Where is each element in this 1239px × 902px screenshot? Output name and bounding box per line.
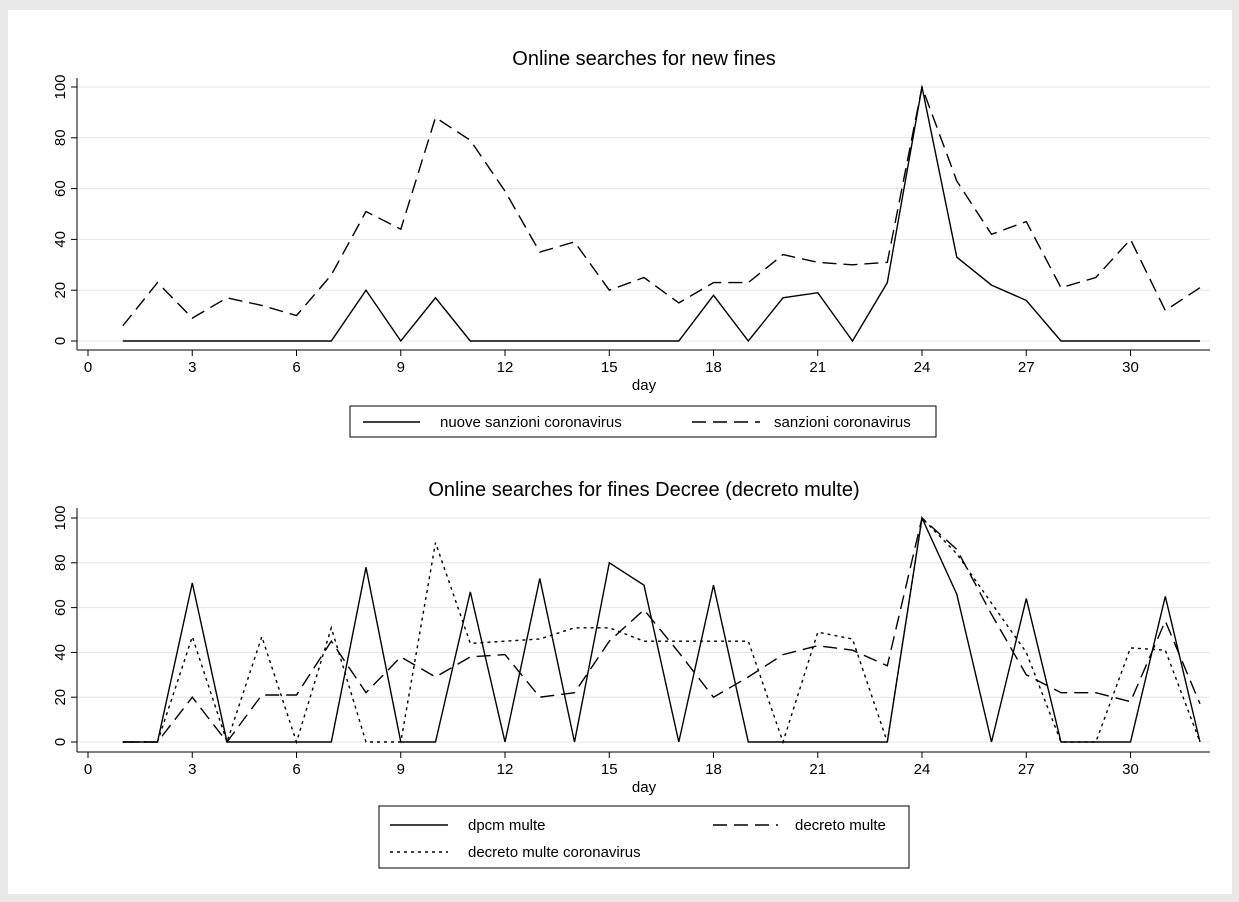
chart-1-x-tick-label-10: 30 [1122,359,1139,376]
chart-2-y-tick-label-2: 40 [52,644,69,661]
chart-2-grid [77,517,1210,743]
chart-1-legend-box [349,405,937,438]
chart-1-y-tick-label-3: 60 [52,180,69,197]
chart-1-x-tick-label-9: 27 [1018,359,1035,376]
chart-1-x-tick-label-5: 15 [601,359,618,376]
chart-2-title: Online searches for fines Decree (decret… [428,479,859,501]
chart-2-x-tick-label-6: 18 [705,761,722,778]
chart-2-y-tick-label-4: 80 [52,554,69,571]
chart-2-x-tick-label-1: 3 [188,761,196,778]
chart-1-grid [77,86,1210,342]
chart-2-y-ticks: 0 20 40 60 80 100 [52,505,77,746]
chart-1-y-tick-label-1: 20 [52,282,69,299]
chart-2-x-tick-label-2: 6 [292,761,300,778]
chart-2-legend-label-0: dpcm multe [468,817,546,834]
chart-1-series [122,84,1201,343]
chart-2-y-tick-label-5: 100 [52,505,69,530]
chart-1-legend-label-1: sanzioni coronavirus [774,414,911,431]
chart-2-x-tick-label-8: 24 [914,761,931,778]
chart-1-x-tick-label-7: 21 [809,359,826,376]
chart-2-x-tick-label-0: 0 [84,761,92,778]
chart-1: Online searches for new fines 0204060801… [52,48,1210,438]
chart-2-x-tick-label-10: 30 [1122,761,1139,778]
chart-1-x-tick-label-2: 6 [292,359,300,376]
chart-1-series-0-line [122,86,1200,343]
chart-1-y-ticks: 0 20 40 60 80 100 [52,74,77,345]
chart-1-x-tick-label-0: 0 [84,359,92,376]
chart-2-x-tick-label-3: 9 [397,761,405,778]
chart-1-title: Online searches for new fines [512,48,775,70]
chart-1-y-tick-label-0: 0 [52,337,69,345]
chart-1-x-tick-label-1: 3 [188,359,196,376]
chart-1-x-tick-label-6: 18 [705,359,722,376]
chart-1-x-axis-label: day [632,377,657,394]
chart-2-legend-box [378,805,910,869]
chart-1-x-tick-label-3: 9 [397,359,405,376]
chart-2-x-tick-label-4: 12 [497,761,514,778]
chart-1-y-tick-label-4: 80 [52,129,69,146]
chart-1-y-tick-label-2: 40 [52,231,69,248]
chart-1-x-tick-label-4: 12 [497,359,514,376]
chart-2-y-tick-label-3: 60 [52,599,69,616]
chart-2-x-tick-label-9: 27 [1018,761,1035,778]
chart-1-legend: nuove sanzioni coronavirus sanzioni coro… [349,405,937,438]
chart-2-series-2-line [122,516,1201,745]
chart-2-y-tick-label-1: 20 [52,689,69,706]
chart-2-legend-label-1: decreto multe [795,817,886,834]
chart-2-legend-label-2: decreto multe coronavirus [468,844,641,861]
chart-1-series-1-line [122,84,1201,327]
chart-2-legend: dpcm multe decreto multe decreto multe c… [378,805,910,869]
chart-1-y-tick-label-5: 100 [52,74,69,99]
chart-2-series-1-line [122,516,1201,744]
chart-2-x-axis-label: day [632,779,657,796]
chart-1-legend-label-0: nuove sanzioni coronavirus [440,414,622,431]
chart-2-x-tick-label-5: 15 [601,761,618,778]
chart-2: Online searches for fines Decree (decret… [52,479,1210,869]
chart-2-x-tick-label-7: 21 [809,761,826,778]
chart-2-series [122,515,1201,745]
chart-1-x-ticks: 0 3 6 9 12 15 18 21 24 27 30 [84,350,1139,376]
chart-2-series-0-line [122,515,1201,743]
chart-2-y-tick-label-0: 0 [52,738,69,746]
figure-panel [8,10,1232,894]
chart-2-x-ticks: 0 3 6 9 12 15 18 21 24 27 30 [84,752,1139,778]
chart-1-x-tick-label-8: 24 [914,359,931,376]
